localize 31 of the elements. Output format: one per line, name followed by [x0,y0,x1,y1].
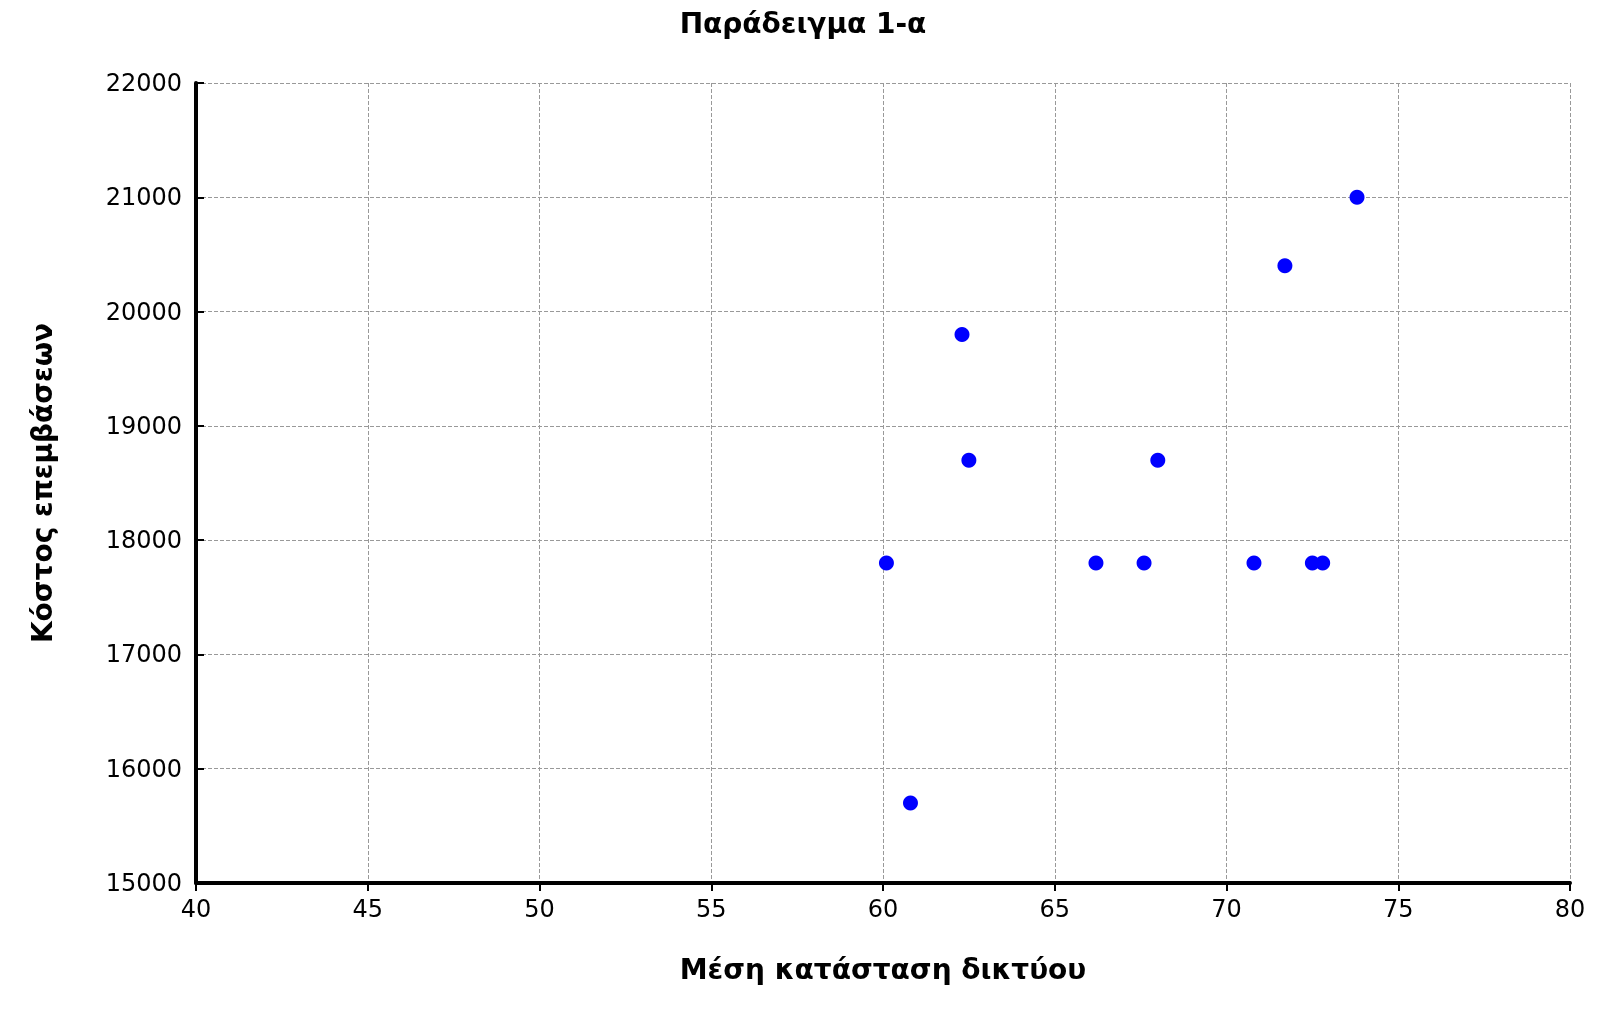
y-tick-label: 21000 [105,183,182,212]
x-axis-title: Μέση κατάσταση δικτύου [679,952,1087,986]
y-tick-label: 16000 [105,754,182,783]
x-tick-label: 60 [867,895,899,923]
y-tick-label: 22000 [105,69,182,97]
y-tick-label: 17000 [105,640,182,669]
x-tick-label: 75 [1382,895,1414,923]
point [1150,452,1166,468]
point [903,795,918,811]
y-tick-label: 18000 [105,526,182,555]
point [1088,555,1104,571]
chart-title: Παράδειγμα 1-α [679,6,927,40]
y-tick-label: 19000 [105,411,182,440]
y-tick-label: 15000 [105,869,182,897]
point [1349,189,1365,205]
x-tick-label: 45 [352,895,384,923]
point [1136,555,1152,571]
point [878,555,894,571]
x-tick-label: 55 [695,895,727,923]
y-axis-title: Κόστος επεμβάσεων [25,322,59,644]
point [961,452,977,468]
x-tick-label: 50 [524,895,555,923]
x-tick-label: 65 [1039,895,1071,923]
point [1246,555,1262,571]
y-tick-label: 20000 [105,297,182,326]
x-tick-label: 40 [180,895,212,923]
x-tick-label: 80 [1554,895,1586,923]
point [954,326,970,342]
point [1277,258,1293,274]
point [1315,555,1331,571]
x-tick-label: 70 [1211,895,1242,923]
